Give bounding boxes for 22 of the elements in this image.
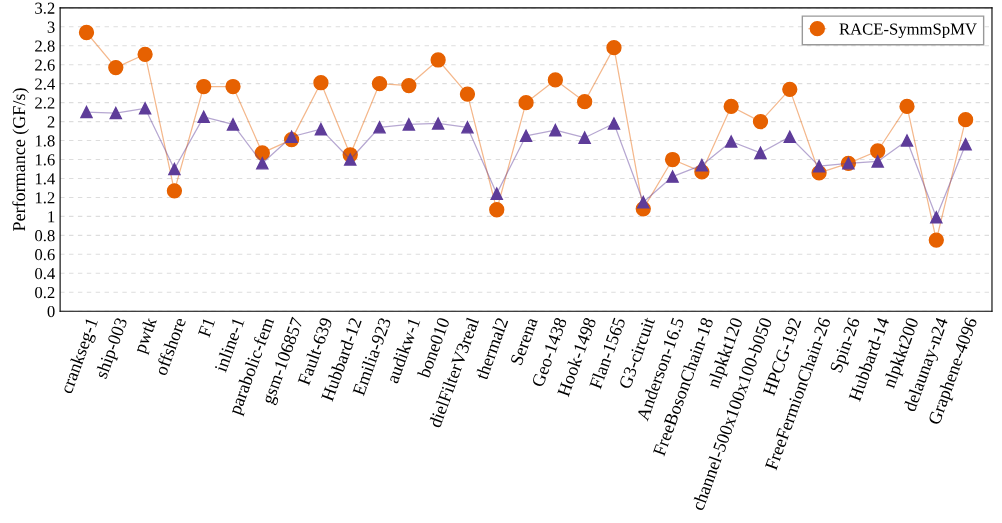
legend-label: RACE-SymmSpMV [839,23,977,39]
y-tick-label: 1.6 [35,154,55,166]
y-tick-label: 2.4 [35,78,55,90]
y-tick-label: 1.8 [35,135,55,147]
y-tick-label: 2.6 [35,59,55,71]
y-tick-label: 0.6 [35,249,55,261]
y-tick-label: 0 [47,305,55,318]
y-tick-label: 1 [48,211,55,223]
y-tick-label: 0.2 [35,286,55,299]
y-tick-label: 3 [47,21,55,33]
y-tick-label: 2 [47,116,55,128]
y-tick-label: 3.2 [35,2,55,14]
x-tick-label: F1 [197,317,216,338]
y-tick-label: 1.2 [35,192,55,204]
y-tick-label: 1.4 [35,173,55,185]
y-tick-label: 2.2 [35,97,55,109]
y-tick-label: 0.8 [35,230,55,242]
x-tick-label: offshore [157,318,187,376]
y-tick-label: 2.8 [35,40,55,52]
x-tick-label: pwtk [136,316,157,356]
y-tick-label: 0.4 [35,267,55,280]
y-axis-title: Performance (GF/s) [12,88,29,231]
